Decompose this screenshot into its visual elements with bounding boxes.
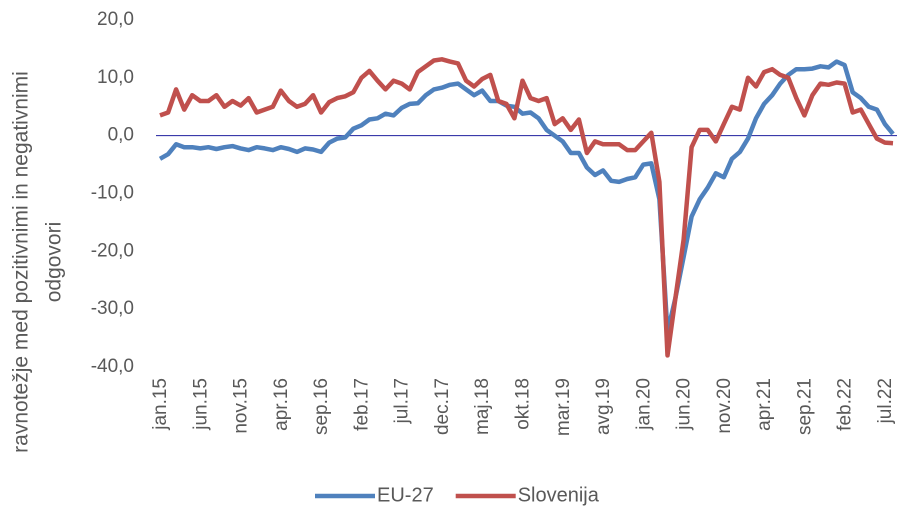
x-tick-label: avg.19 [593, 378, 614, 435]
x-tick-label: nov.20 [714, 378, 735, 434]
x-tick-label: jan.15 [150, 378, 171, 431]
x-tick-label: apr.21 [754, 378, 775, 431]
x-tick-label: jun.15 [190, 378, 211, 431]
x-tick-label: sep.21 [794, 378, 815, 435]
x-tick-label: jul.17 [392, 378, 413, 424]
legend-label: Slovenija [518, 484, 600, 506]
y-tick-label: 0,0 [108, 125, 134, 146]
x-tick-label: sep.16 [311, 378, 332, 435]
x-tick-label: feb.22 [835, 378, 856, 431]
series-line [158, 59, 895, 335]
x-tick-label: apr.16 [271, 378, 292, 431]
x-tick-label: mar.19 [553, 378, 574, 436]
x-tick-label: jun.20 [674, 378, 695, 431]
y-tick-label: 10,0 [97, 67, 134, 88]
y-tick-label: 20,0 [97, 9, 134, 30]
series-line [159, 57, 894, 358]
x-tick-label: dec.17 [432, 378, 453, 435]
y-axis-title: ravnotežje med pozitivnimi in negativnim… [10, 71, 66, 453]
y-tick-label: -10,0 [91, 183, 134, 204]
y-axis-title-line: ravnotežje med pozitivnimi in negativnim… [10, 71, 33, 453]
x-tick-label: jul.22 [875, 378, 896, 424]
y-tick-label: -30,0 [91, 298, 134, 319]
legend-label: EU-27 [377, 484, 434, 506]
y-axis-title-line: odgovori [43, 222, 66, 303]
x-tick-label: maj.18 [472, 378, 493, 435]
x-tick-label: nov.15 [231, 378, 252, 434]
x-tick-label: feb.17 [351, 378, 372, 431]
x-tick-label: okt.18 [512, 378, 533, 430]
y-tick-label: -20,0 [91, 240, 134, 261]
x-tick-label: jan.20 [633, 378, 654, 431]
y-tick-label: -40,0 [91, 356, 134, 377]
